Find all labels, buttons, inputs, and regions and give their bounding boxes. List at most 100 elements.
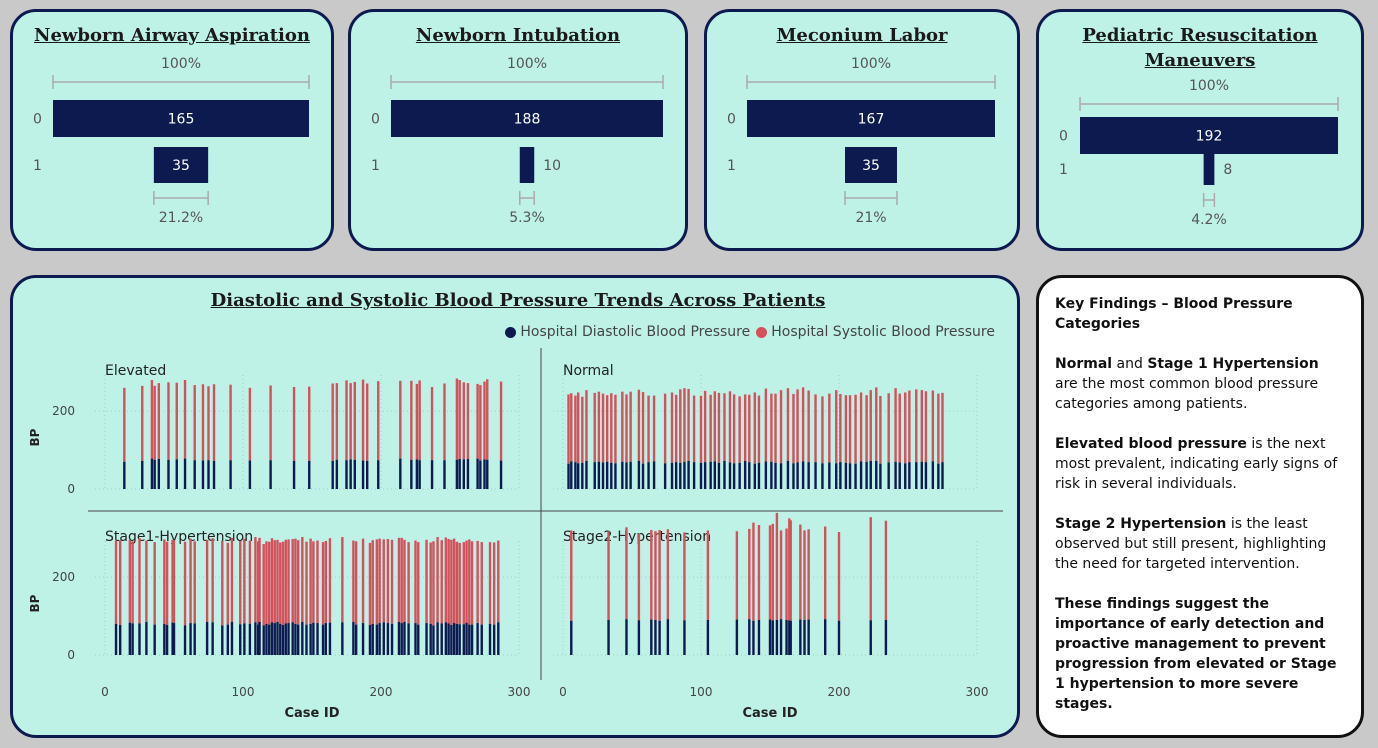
diastolic-bar bbox=[748, 462, 751, 489]
systolic-bar bbox=[294, 538, 297, 624]
diastolic-bar bbox=[821, 463, 824, 489]
diastolic-bar bbox=[418, 460, 421, 489]
y-tick-label: 200 bbox=[52, 404, 75, 418]
systolic-bar bbox=[801, 387, 805, 462]
diastolic-bar bbox=[483, 459, 486, 489]
diastolic-bar bbox=[349, 459, 352, 489]
systolic-bar bbox=[679, 389, 682, 463]
diastolic-bar bbox=[141, 460, 144, 489]
diastolic-bar bbox=[368, 625, 372, 655]
systolic-bar bbox=[211, 538, 214, 623]
systolic-bar bbox=[621, 391, 624, 462]
diastolic-bar bbox=[570, 461, 573, 489]
x-tick-label: 300 bbox=[508, 685, 531, 699]
systolic-bar bbox=[175, 382, 178, 460]
systolic-bar bbox=[786, 388, 790, 461]
findings-text: is the next most prevalent, indicating e… bbox=[1055, 436, 1338, 492]
systolic-bar bbox=[270, 538, 274, 623]
funnel-category-label: 1 bbox=[1059, 162, 1068, 178]
legend-dot-systolic bbox=[756, 326, 768, 338]
systolic-bar bbox=[799, 524, 802, 620]
funnel-value-label: 192 bbox=[1196, 129, 1223, 145]
x-tick-label: 0 bbox=[559, 685, 567, 699]
diastolic-bar bbox=[576, 463, 580, 489]
systolic-bar bbox=[601, 393, 605, 463]
x-tick-label: 200 bbox=[828, 685, 851, 699]
funnel-title-line: Newborn Intubation bbox=[415, 25, 621, 46]
diastolic-bar bbox=[621, 461, 624, 489]
findings-paragraph-3: Stage 2 Hypertension is the least observ… bbox=[1055, 514, 1345, 574]
funnel-title: Meconium Labor bbox=[707, 23, 1017, 48]
diastolic-bar bbox=[732, 463, 736, 489]
systolic-bar bbox=[377, 381, 380, 461]
diastolic-bar bbox=[386, 623, 390, 655]
diastolic-bar bbox=[908, 462, 911, 489]
diastolic-bar bbox=[915, 462, 918, 489]
diastolic-bar bbox=[429, 623, 432, 655]
systolic-bar bbox=[915, 389, 918, 463]
systolic-bar bbox=[281, 541, 285, 626]
systolic-bar bbox=[254, 537, 257, 623]
systolic-bar bbox=[284, 539, 287, 624]
systolic-bar bbox=[273, 540, 276, 624]
systolic-bar bbox=[894, 388, 897, 462]
funnel-bottom-bracket bbox=[519, 191, 535, 205]
diastolic-bar bbox=[324, 623, 327, 655]
panel-title: Stage1-Hypertension bbox=[105, 529, 253, 545]
systolic-bar bbox=[256, 541, 260, 625]
systolic-bar bbox=[193, 385, 196, 461]
funnel-title: Newborn Airway Aspiration bbox=[13, 23, 331, 48]
funnel-value-label: 188 bbox=[514, 112, 541, 128]
diastolic-bar bbox=[757, 462, 761, 489]
systolic-bar bbox=[305, 541, 308, 625]
systolic-bar bbox=[207, 386, 210, 461]
legend-item-diastolic[interactable]: Hospital Diastolic Blood Pressure bbox=[505, 324, 750, 340]
diastolic-bar bbox=[297, 624, 300, 655]
findings-paragraph-2: Elevated blood pressure is the next most… bbox=[1055, 434, 1345, 494]
diastolic-bar bbox=[824, 619, 827, 655]
systolic-bar bbox=[480, 542, 483, 625]
funnel-bottom-bracket bbox=[153, 191, 209, 205]
diastolic-bar bbox=[165, 625, 169, 655]
diastolic-bar bbox=[884, 619, 888, 655]
systolic-bar bbox=[658, 530, 661, 621]
systolic-bar bbox=[920, 390, 923, 462]
systolic-bar bbox=[128, 540, 132, 623]
systolic-bar bbox=[287, 539, 290, 624]
systolic-bar bbox=[757, 524, 761, 620]
systolic-bar bbox=[476, 383, 479, 459]
systolic-bar bbox=[743, 394, 747, 461]
systolic-bar bbox=[770, 393, 773, 462]
legend-item-systolic[interactable]: Hospital Systolic Blood Pressure bbox=[756, 324, 995, 340]
systolic-bar bbox=[403, 539, 406, 622]
diastolic-bar bbox=[163, 623, 166, 655]
systolic-bar bbox=[440, 540, 443, 624]
funnel-chart: 100% 0 165 1 35 21.2% bbox=[33, 56, 310, 226]
systolic-bar bbox=[230, 537, 234, 622]
systolic-bar bbox=[738, 396, 741, 463]
diastolic-bar bbox=[316, 623, 319, 655]
diastolic-bar bbox=[301, 621, 304, 655]
diastolic-bar bbox=[172, 623, 176, 655]
diastolic-bar bbox=[128, 622, 132, 655]
x-axis-label: Case ID bbox=[742, 706, 797, 721]
systolic-bar bbox=[753, 392, 757, 464]
findings-text: are the most common blood pressure categ… bbox=[1055, 376, 1319, 412]
systolic-bar bbox=[717, 392, 721, 463]
systolic-bar bbox=[462, 382, 465, 460]
diastolic-bar bbox=[792, 463, 795, 489]
systolic-bar bbox=[614, 394, 617, 464]
y-tick-label: 0 bbox=[67, 482, 75, 496]
systolic-bar bbox=[239, 540, 242, 625]
funnel-title: Newborn Intubation bbox=[351, 23, 685, 48]
diastolic-bar bbox=[468, 624, 471, 655]
funnel-value-label: 35 bbox=[862, 158, 880, 174]
systolic-bar bbox=[625, 394, 628, 463]
diastolic-bar bbox=[273, 623, 276, 655]
systolic-bar bbox=[455, 541, 459, 624]
funnel-bar bbox=[53, 100, 309, 137]
diastolic-bar bbox=[585, 460, 588, 489]
funnel-value-label: 10 bbox=[543, 158, 561, 174]
systolic-bar bbox=[312, 541, 315, 623]
diastolic-bar bbox=[654, 619, 657, 655]
